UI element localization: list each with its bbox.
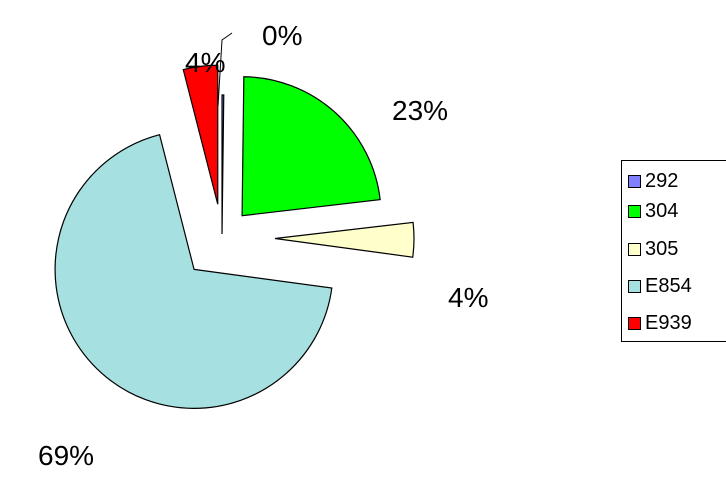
legend-swatch: [628, 242, 641, 256]
data-label-304: 23%: [392, 95, 448, 126]
pie-slice-304: [241, 76, 381, 217]
legend-swatch: [628, 316, 641, 330]
legend-swatch: [628, 174, 641, 188]
legend-label: 304: [645, 199, 679, 222]
legend-item-292: 292: [628, 169, 678, 193]
pie-slice-292: [221, 94, 225, 235]
legend-item-305: 305: [628, 237, 678, 261]
legend-label: 305: [645, 237, 679, 260]
data-label-e939: 4%: [185, 47, 225, 78]
legend-swatch: [628, 204, 641, 218]
legend-label: 292: [645, 169, 679, 192]
legend-label: E854: [645, 274, 692, 297]
zero-label-leader-line: [217, 32, 233, 107]
legend-item-e854: E854: [628, 274, 692, 298]
pie-slice-305: [274, 221, 415, 258]
pie-slices: [54, 64, 415, 409]
data-labels: 0% 23% 4% 69% 4%: [38, 20, 488, 471]
pie-slice-e939: [182, 64, 219, 205]
legend-item-e939: E939: [628, 311, 692, 335]
data-label-e854: 69%: [38, 440, 94, 471]
data-label-292: 0%: [262, 20, 302, 51]
pie-slice-e854: [54, 133, 333, 409]
legend: 292 304 305 E854 E939: [621, 160, 726, 342]
legend-label: E939: [645, 311, 692, 334]
data-label-305: 4%: [448, 282, 488, 313]
legend-item-304: 304: [628, 199, 678, 223]
legend-swatch: [628, 279, 641, 293]
